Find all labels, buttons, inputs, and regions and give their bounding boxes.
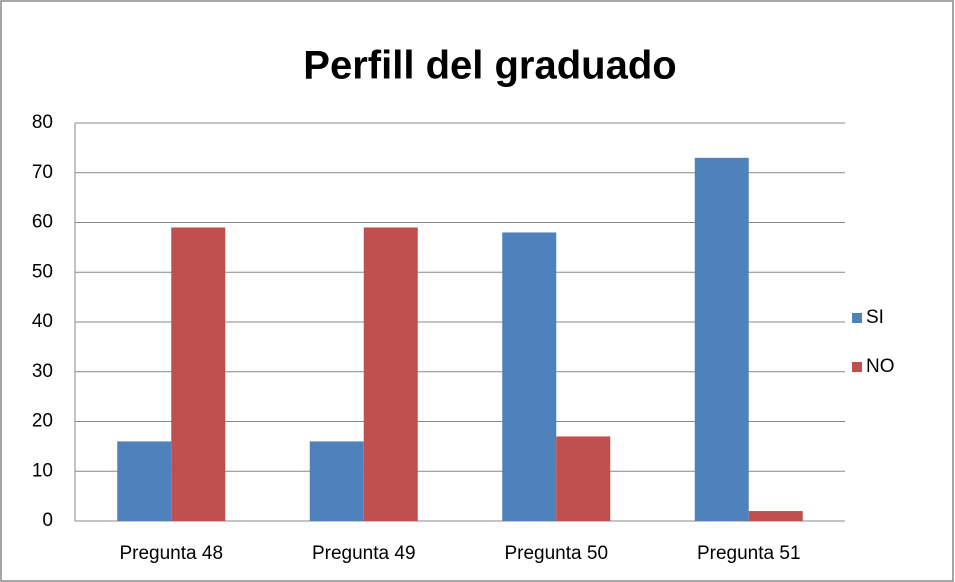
bar bbox=[309, 441, 364, 521]
y-tick-label: 0 bbox=[42, 510, 53, 531]
x-tick-label: Pregunta 48 bbox=[119, 543, 223, 564]
legend-swatch bbox=[852, 362, 862, 372]
y-tick-label: 30 bbox=[32, 361, 53, 382]
y-tick-label: 50 bbox=[32, 261, 53, 282]
bar bbox=[171, 227, 226, 521]
y-tick-label: 40 bbox=[32, 311, 53, 332]
x-tick-label: Pregunta 50 bbox=[504, 543, 608, 564]
legend-label: SI bbox=[866, 307, 884, 328]
bar bbox=[117, 441, 172, 521]
bar bbox=[748, 511, 803, 521]
y-tick-label: 10 bbox=[32, 460, 53, 481]
y-tick-label: 60 bbox=[32, 212, 53, 233]
legend-label: NO bbox=[866, 356, 895, 377]
bar bbox=[502, 232, 557, 521]
x-tick-label: Pregunta 51 bbox=[697, 543, 801, 564]
bar bbox=[694, 157, 749, 521]
y-tick-label: 70 bbox=[32, 162, 53, 183]
bar bbox=[363, 227, 418, 521]
y-tick-label: 80 bbox=[32, 112, 53, 133]
y-tick-label: 20 bbox=[32, 411, 53, 432]
chart-title: Perfill del graduado bbox=[303, 44, 676, 88]
x-tick-label: Pregunta 49 bbox=[312, 543, 416, 564]
legend-swatch bbox=[852, 313, 862, 323]
bar bbox=[556, 436, 611, 521]
